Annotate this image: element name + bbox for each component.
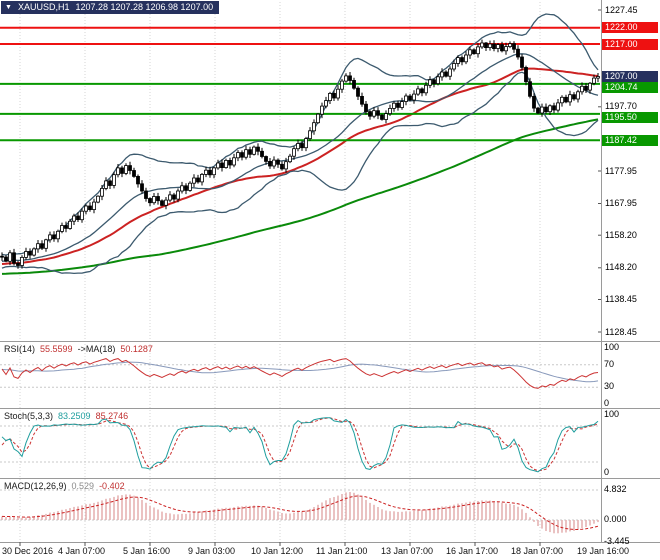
rsi-axis-label: 0 (604, 398, 610, 408)
stoch-d-value: 85.2746 (95, 411, 129, 421)
macd-axis-label: 0.000 (604, 514, 627, 524)
price-axis-label: 1148.20 (605, 262, 637, 273)
price-axis-label: 1128.45 (605, 326, 637, 337)
rsi-indicator-label: RSI(14) 55.5599 ->MA(18) 50.1287 (4, 344, 153, 354)
stoch-indicator-label: Stoch(5,3,3) 83.2509 85.2746 (4, 411, 128, 421)
symbol-title: XAUUSD,H1 (17, 2, 70, 12)
rsi-name: RSI(14) (4, 344, 36, 354)
price-axis-label: 1197.70 (605, 101, 637, 112)
stoch-k-value: 83.2509 (58, 411, 91, 421)
time-axis-label: 13 Jan 07:00 (381, 546, 434, 556)
macd-axis-label: 4.832 (604, 484, 627, 494)
price-axis-label: 1138.45 (605, 294, 637, 304)
time-axis-label: 19 Jan 16:00 (577, 546, 630, 556)
rsi-ma-name: ->MA(18) (77, 344, 116, 354)
rsi-ma-value: 50.1287 (120, 344, 153, 354)
price-axis-label: 1158.20 (605, 229, 637, 240)
time-axis-label: 9 Jan 03:00 (188, 546, 236, 556)
symbol-ohlc: 1207.28 1207.28 1206.98 1207.00 (75, 2, 214, 12)
stoch-axis-label: 0 (604, 467, 610, 477)
symbol-header[interactable]: ▼ XAUUSD,H1 1207.28 1207.28 1206.98 1207… (1, 1, 220, 14)
current-price-badge: 1207.00 (602, 71, 658, 82)
rsi-axis-label: 70 (604, 359, 615, 369)
macd-signal-value: -0.402 (99, 481, 125, 491)
time-axis-label: 11 Jan 21:00 (316, 546, 368, 556)
time-axis-label: 30 Dec 2016 (2, 546, 54, 556)
resistance-price-badge: 1222.00 (602, 22, 658, 34)
time-axis-label: 16 Jan 17:00 (446, 546, 499, 556)
rsi-value: 55.5599 (40, 344, 73, 354)
stoch-name: Stoch(5,3,3) (4, 411, 54, 421)
price-axis-label: 1167.95 (605, 198, 637, 208)
support-price-badge: 1204.74 (602, 82, 658, 93)
rsi-axis-label: 100 (604, 342, 620, 352)
price-axis-label: 1177.95 (605, 165, 637, 176)
time-axis-label: 18 Jan 07:00 (511, 546, 564, 556)
time-axis-label: 4 Jan 07:00 (58, 546, 106, 556)
macd-indicator-label: MACD(12,26,9) 0.529 -0.402 (4, 481, 125, 491)
window-marker-icon: ▼ (5, 3, 12, 11)
macd-name: MACD(12,26,9) (4, 481, 67, 491)
support-price-badge: 1195.50 (602, 112, 658, 124)
macd-axis-label: -3.445 (604, 536, 630, 546)
stoch-axis-label: 100 (604, 409, 620, 419)
support-price-badge: 1187.42 (602, 134, 658, 146)
rsi-axis-label: 30 (604, 381, 615, 391)
time-axis-label: 10 Jan 12:00 (251, 546, 304, 556)
time-axis-label: 5 Jan 16:00 (123, 546, 171, 556)
resistance-price-badge: 1217.00 (602, 38, 658, 50)
macd-value: 0.529 (71, 481, 95, 491)
price-axis-label: 1227.45 (605, 4, 638, 15)
